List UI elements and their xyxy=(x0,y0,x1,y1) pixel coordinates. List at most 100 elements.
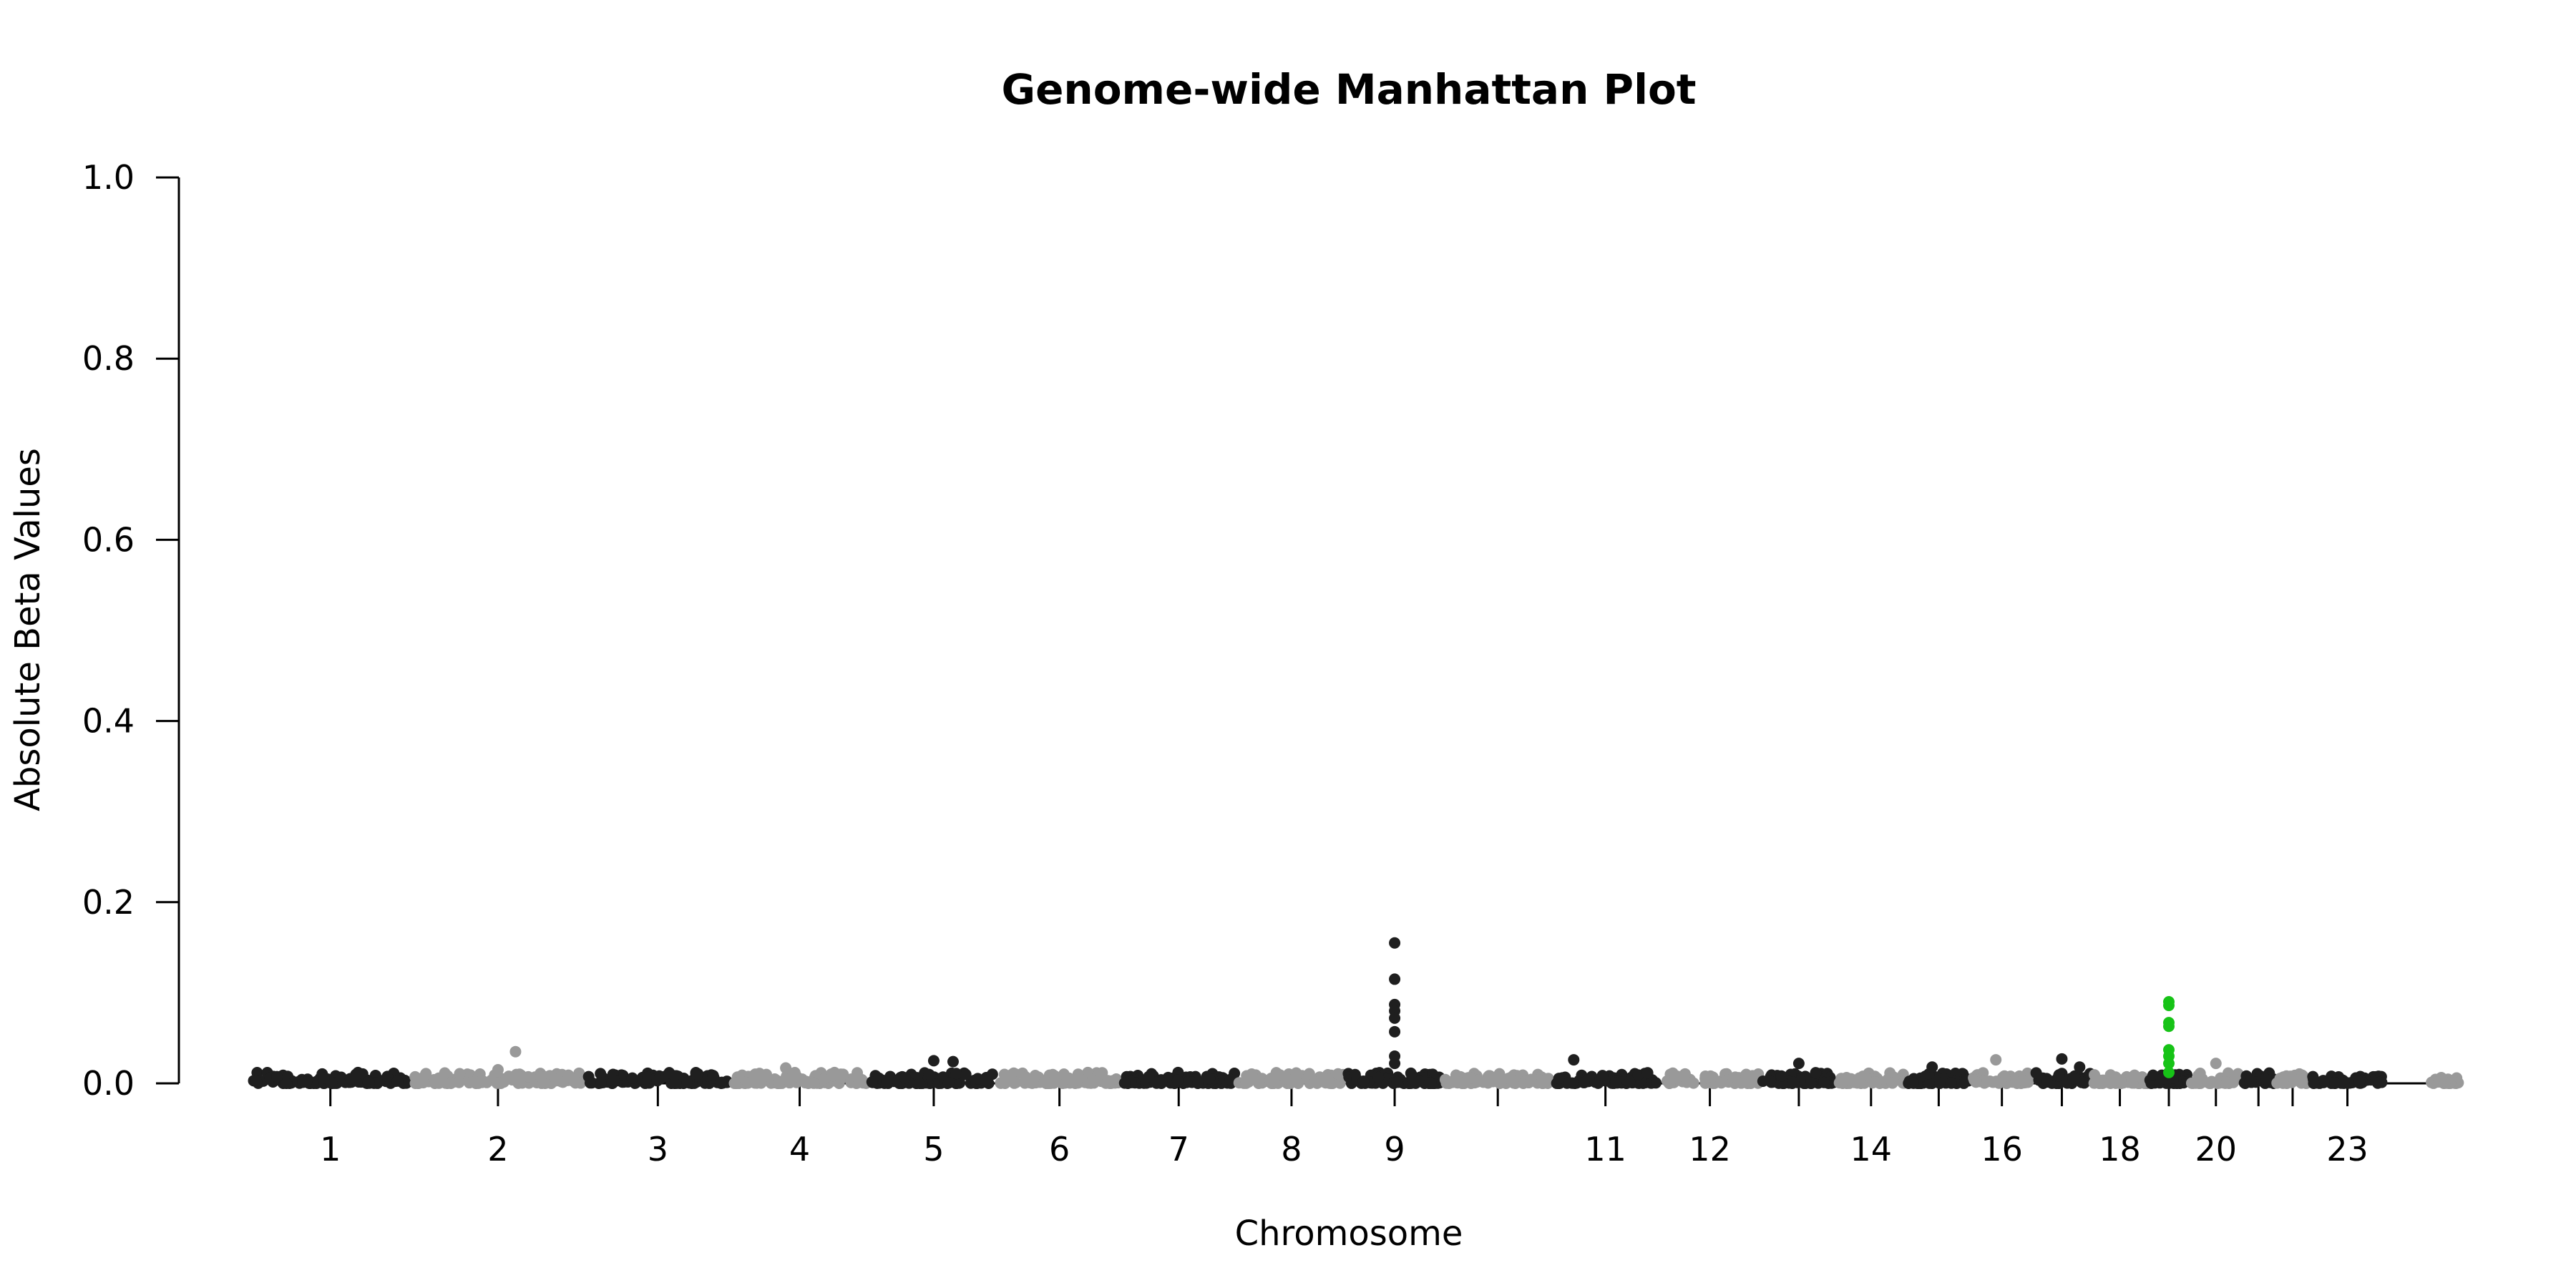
data-point xyxy=(2030,1067,2042,1079)
peak-point xyxy=(1389,1012,1401,1024)
data-point xyxy=(923,1068,935,1080)
data-point xyxy=(2308,1077,2320,1089)
data-point xyxy=(2260,1073,2273,1085)
data-point xyxy=(1610,1076,1622,1088)
data-point xyxy=(535,1070,547,1083)
data-point xyxy=(2155,1073,2167,1085)
data-point xyxy=(503,1070,515,1083)
data-point xyxy=(1870,1076,1882,1088)
data-point xyxy=(1742,1077,1754,1089)
data-point xyxy=(1933,1077,1946,1089)
data-point xyxy=(1322,1077,1335,1089)
data-point xyxy=(796,1073,809,1085)
data-point xyxy=(942,1077,955,1089)
data-point xyxy=(753,1068,766,1080)
data-point xyxy=(454,1068,466,1080)
data-point xyxy=(853,1076,865,1088)
data-point xyxy=(2053,1070,2065,1082)
data-point xyxy=(1787,1076,1800,1088)
data-point xyxy=(781,1073,794,1085)
x-tick-label: 3 xyxy=(648,1130,668,1169)
peak-point xyxy=(1926,1061,1938,1073)
peak-point xyxy=(1389,1025,1401,1038)
data-point xyxy=(817,1073,829,1085)
data-point xyxy=(2067,1073,2079,1085)
data-point xyxy=(584,1077,596,1089)
data-point xyxy=(522,1070,535,1083)
data-point xyxy=(1624,1075,1636,1088)
data-point xyxy=(1715,1077,1727,1089)
data-point xyxy=(1553,1073,1565,1085)
y-tick-label: 0.4 xyxy=(82,702,135,741)
chart-title: Genome-wide Manhattan Plot xyxy=(1001,65,1696,114)
data-point xyxy=(1332,1068,1344,1080)
data-point xyxy=(1423,1077,1435,1089)
data-point xyxy=(2329,1077,2341,1089)
data-point xyxy=(2284,1070,2296,1083)
data-point xyxy=(1303,1068,1315,1080)
x-axis-label: Chromosome xyxy=(1235,1214,1463,1254)
data-point xyxy=(301,1076,313,1088)
data-point xyxy=(866,1076,878,1088)
x-tick-label: 4 xyxy=(789,1130,810,1169)
data-point xyxy=(250,1075,263,1088)
highlight-point xyxy=(2163,1058,2175,1070)
y-axis-ticks: 0.0 0.2 0.4 0.6 0.8 1.0 xyxy=(82,158,179,1103)
data-point xyxy=(742,1077,754,1089)
data-point xyxy=(352,1066,364,1078)
x-tick-label: 2 xyxy=(487,1130,508,1169)
data-point xyxy=(980,1075,992,1087)
data-point xyxy=(251,1067,263,1079)
data-point xyxy=(1843,1075,1855,1087)
x-tick-label: 23 xyxy=(2326,1130,2368,1169)
data-point xyxy=(960,1068,972,1080)
data-point xyxy=(344,1073,356,1085)
data-point xyxy=(1055,1077,1068,1089)
x-tick-label: 20 xyxy=(2195,1130,2237,1169)
y-tick-label: 0.0 xyxy=(82,1064,135,1103)
data-point xyxy=(1970,1076,1982,1088)
data-point xyxy=(1372,1071,1385,1083)
data-point xyxy=(2019,1076,2031,1088)
highlight-point xyxy=(2163,1000,2175,1012)
data-point xyxy=(663,1067,675,1079)
data-point xyxy=(728,1077,741,1089)
data-point xyxy=(2434,1075,2446,1088)
data-point xyxy=(1292,1077,1304,1089)
data-point xyxy=(1707,1071,1719,1083)
data-point xyxy=(950,1068,962,1080)
peak-point xyxy=(1389,1058,1401,1070)
data-point xyxy=(1224,1073,1236,1085)
x-tick-label: 18 xyxy=(2099,1130,2141,1169)
data-point xyxy=(1632,1069,1644,1081)
peak-point xyxy=(1792,1058,1805,1070)
x-tick-label: 11 xyxy=(1584,1130,1626,1169)
data-point xyxy=(1254,1073,1266,1085)
data-point xyxy=(998,1068,1010,1080)
data-point xyxy=(1765,1075,1777,1087)
peak-point xyxy=(1568,1054,1580,1066)
peak-point xyxy=(947,1055,959,1068)
data-point xyxy=(495,1077,507,1089)
data-point xyxy=(1487,1075,1499,1087)
data-point xyxy=(899,1072,911,1084)
peak-point xyxy=(780,1062,792,1074)
x-tick-label: 9 xyxy=(1384,1130,1405,1169)
data-point xyxy=(1242,1073,1254,1085)
data-point xyxy=(364,1077,376,1089)
data-point xyxy=(318,1072,331,1084)
data-point xyxy=(1462,1072,1474,1084)
data-point xyxy=(1313,1076,1325,1088)
data-point xyxy=(336,1073,348,1085)
data-point xyxy=(1391,1076,1403,1088)
x-tick-label: 14 xyxy=(1850,1130,1893,1169)
data-point xyxy=(1664,1077,1676,1089)
data-point xyxy=(608,1075,620,1087)
x-tick-label: 12 xyxy=(1689,1130,1731,1169)
peak-point xyxy=(2074,1061,2086,1073)
data-point xyxy=(280,1077,293,1089)
data-point xyxy=(1946,1077,1958,1089)
data-point xyxy=(2076,1076,2088,1088)
y-axis-label: Absolute Beta Values xyxy=(8,448,48,811)
